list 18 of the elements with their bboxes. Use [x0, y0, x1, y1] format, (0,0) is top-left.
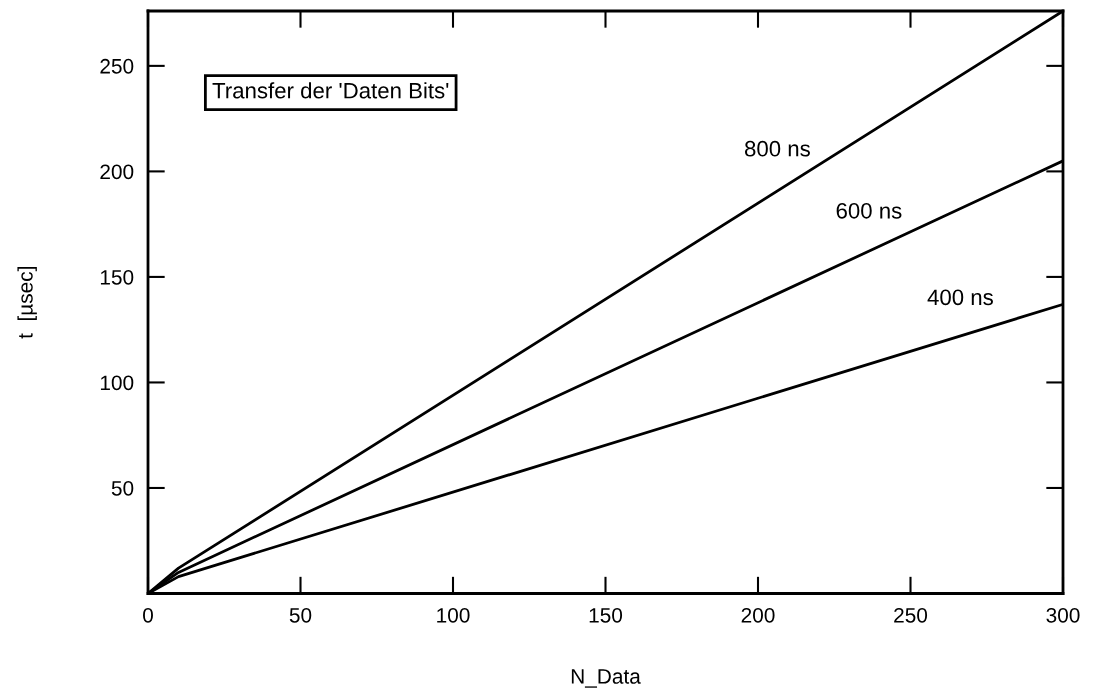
x-tick-label: 200 — [741, 607, 775, 623]
x-tick-label: 300 — [1046, 607, 1080, 623]
series-label: 400 ns — [927, 289, 993, 306]
annotation: Transfer der 'Daten Bits' — [212, 82, 449, 99]
x-tick-label: 50 — [289, 607, 312, 623]
x-tick-label: 100 — [437, 607, 470, 623]
y-axis-title: t [µsec] — [17, 267, 37, 339]
y-tick-label: 250 — [100, 58, 134, 74]
y-tick-label: 100 — [100, 375, 134, 391]
y-tick-label: 150 — [100, 269, 134, 285]
x-axis-title: N_Data — [571, 669, 641, 688]
series-label: 600 ns — [836, 202, 902, 219]
series-label: 800 ns — [745, 140, 810, 157]
y-tick-label: 50 — [111, 480, 134, 496]
x-tick-label: 250 — [894, 607, 928, 623]
x-tick-label: 150 — [589, 607, 623, 623]
x-tick-label: 0 — [143, 607, 153, 623]
y-tick-label: 200 — [100, 164, 134, 180]
